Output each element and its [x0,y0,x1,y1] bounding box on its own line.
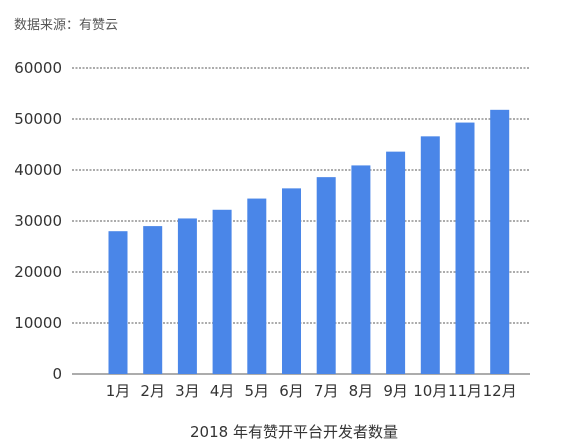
x-tick-label: 3月 [175,382,200,400]
y-axis-ticks: 0 10000 20000 30000 40000 50000 60000 [14,59,62,383]
bar-9 [386,151,406,374]
y-tick-label: 30000 [14,212,62,230]
bar-12 [490,109,510,374]
data-source-note: 数据来源：有赞云 [14,18,119,33]
y-tick-label: 60000 [14,59,62,77]
y-tick-label: 50000 [14,110,62,128]
bar-4 [212,209,232,374]
bar-7 [316,177,336,374]
bar-2 [143,226,163,374]
bar-3 [177,218,197,374]
x-tick-label: 6月 [279,382,304,400]
x-axis-ticks: 1月 2月 3月 4月 5月 6月 7月 8月 9月 10月 11月 12月 [106,382,517,400]
y-tick-label: 10000 [14,314,62,332]
y-tick-label: 40000 [14,161,62,179]
bar-10 [420,136,440,374]
chart-title: 2018 年有赞开平台开发者数量 [190,423,398,441]
x-tick-label: 4月 [210,382,235,400]
y-tick-label: 20000 [14,263,62,281]
x-tick-label: 5月 [245,382,270,400]
x-tick-label: 11月 [448,382,482,400]
bar-5 [247,198,267,374]
bar-1 [108,231,128,374]
bars [108,109,510,374]
x-tick-label: 1月 [106,382,131,400]
x-tick-label: 2月 [140,382,165,400]
x-tick-label: 12月 [483,382,517,400]
bar-8 [351,165,371,374]
bar-11 [455,122,475,374]
y-tick-label: 0 [52,365,62,383]
bar-6 [282,188,301,374]
x-tick-label: 9月 [383,382,408,400]
x-tick-label: 10月 [413,382,447,400]
x-tick-label: 7月 [314,382,339,400]
x-tick-label: 8月 [349,382,374,400]
